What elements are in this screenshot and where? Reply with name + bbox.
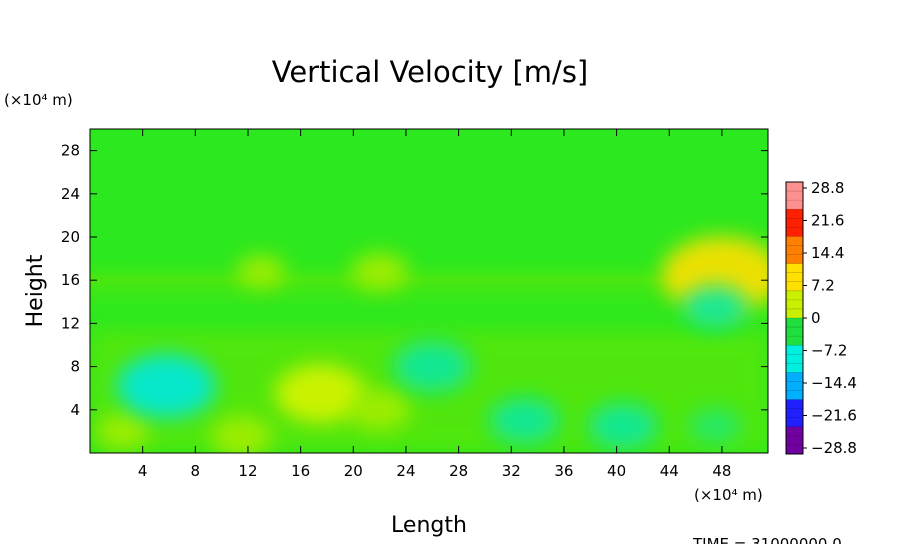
colorbar-swatch-4	[786, 290, 803, 319]
y-axis: 4 8 12 16 20 24 28	[61, 142, 768, 419]
colorbar-label-8: −28.8	[811, 439, 857, 457]
heatmap-cell-5	[350, 252, 409, 291]
colorbar-label-0: 28.8	[811, 179, 844, 197]
x-tick-label-5: 24	[396, 462, 415, 480]
x-tick-label-3: 16	[291, 462, 310, 480]
heatmap-cell-10	[588, 403, 659, 449]
heatmap-cell-1	[348, 389, 411, 431]
x-tick-label-2: 12	[238, 462, 257, 480]
heatmap-cell-6	[236, 255, 286, 289]
colorbar-swatch-7	[786, 372, 803, 401]
x-axis: 4 8 12 16 20 24 28 32 36 40 44 48	[138, 129, 731, 480]
colorbar-swatch-8	[786, 399, 803, 428]
heatmap-cell-3	[96, 413, 150, 450]
colorbar-label-3: 7.2	[811, 277, 835, 295]
y-tick-label-0: 4	[70, 401, 80, 419]
x-tick-label-0: 4	[138, 462, 148, 480]
y-tick-label-1: 8	[70, 358, 80, 376]
x-tick-label-9: 40	[607, 462, 626, 480]
heatmap-cell-2	[210, 416, 273, 453]
plot-area	[89, 128, 769, 454]
colorbar-swatch-5	[786, 318, 803, 346]
y-tick-label-3: 16	[61, 271, 80, 289]
y-tick-label-5: 24	[61, 185, 80, 203]
colorbar-swatch-9	[786, 426, 803, 455]
colorbar-label-5: −7.2	[811, 342, 847, 360]
heatmap-cell-12	[682, 285, 749, 329]
x-tick-label-4: 20	[344, 462, 363, 480]
colorbar-label-7: −21.6	[811, 407, 857, 425]
time-label: TIME = 31000000.0	[692, 535, 842, 544]
y-axis-label: Height	[23, 254, 48, 327]
x-axis-label: Length	[391, 513, 467, 538]
colorbar: 28.8 21.6 14.4 7.2 0 −7.2 −14.4 −21.6 −28.8	[785, 179, 857, 457]
heatmap-cell-8	[393, 341, 472, 393]
colorbar-label-1: 21.6	[811, 212, 844, 230]
x-tick-label-8: 36	[554, 462, 573, 480]
colorbar-swatch-6	[786, 345, 803, 373]
colorbar-label-2: 14.4	[811, 244, 844, 262]
x-tick-label-1: 8	[191, 462, 201, 480]
colorbar-label-6: −14.4	[811, 374, 857, 392]
colorbar-swatch-1	[786, 209, 803, 237]
heatmap-cell-11	[688, 408, 742, 444]
mid-band	[90, 255, 768, 325]
x-tick-label-7: 32	[502, 462, 521, 480]
y-tick-label-6: 28	[61, 142, 80, 160]
x-tick-label-10: 44	[660, 462, 679, 480]
y-tick-label-2: 12	[61, 314, 80, 332]
y-tick-label-4: 20	[61, 228, 80, 246]
x-axis-unit: (×10⁴ m)	[694, 486, 763, 504]
colorbar-swatch-2	[786, 236, 803, 265]
heatmap-cell-9	[489, 397, 560, 444]
chart-title: Vertical Velocity [m/s]	[272, 55, 589, 89]
plot-frame	[89, 128, 769, 454]
colorbar-swatch-3	[786, 263, 803, 292]
colorbar-label-4: 0	[811, 309, 821, 327]
heatmap-cell-0	[274, 364, 366, 424]
colorbar-swatch-0	[786, 182, 803, 210]
heatmap-cell-7	[116, 353, 217, 419]
x-tick-label-6: 28	[449, 462, 468, 480]
y-axis-unit: (×10⁴ m)	[4, 91, 73, 109]
x-tick-label-11: 48	[712, 462, 731, 480]
heatmap-field	[90, 236, 768, 453]
